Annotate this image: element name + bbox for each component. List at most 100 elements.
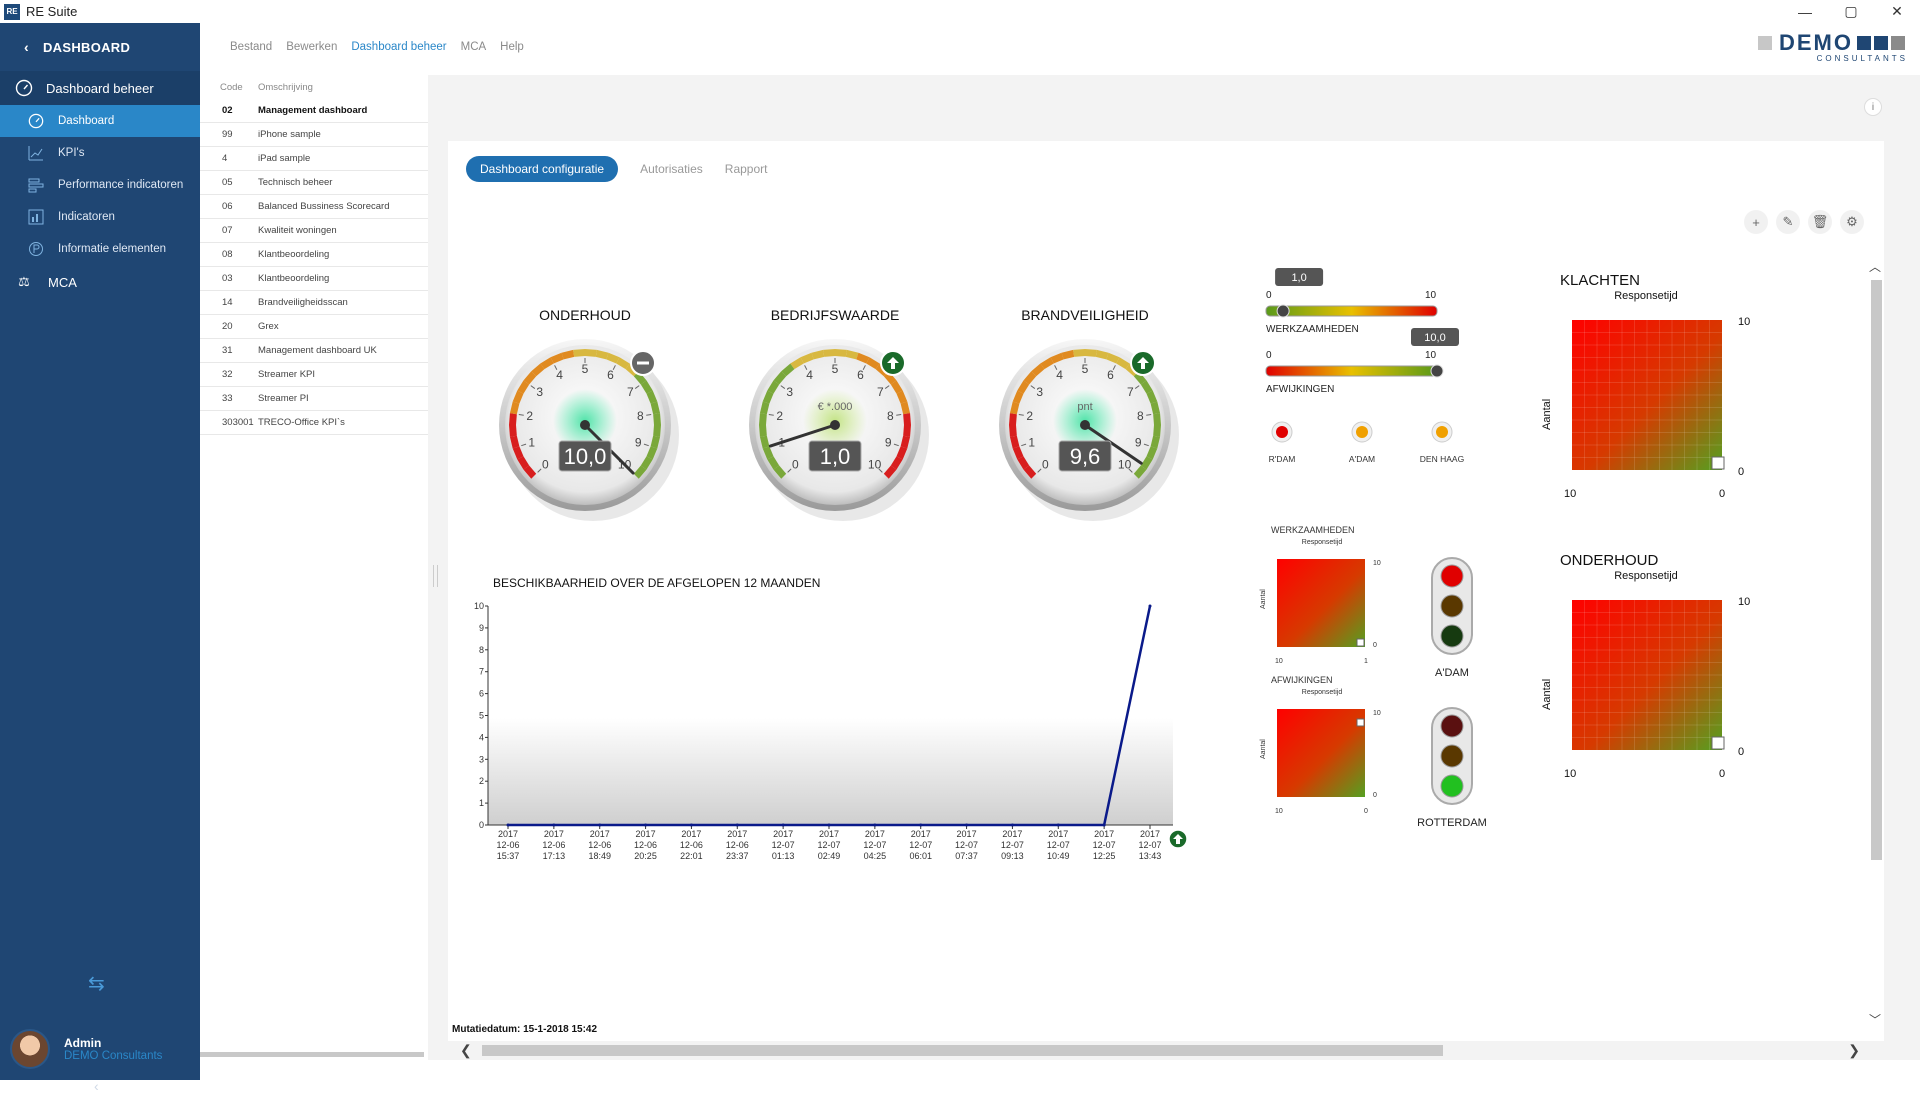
maximize-button[interactable]: ▢ xyxy=(1844,3,1858,19)
scroll-right-icon[interactable]: ❯ xyxy=(1848,1041,1860,1058)
toolbar: + ✎ 🗑 ⚙ xyxy=(1744,210,1864,234)
sidebar-item-kpis[interactable]: KPI's xyxy=(0,137,200,169)
vertical-scrollbar[interactable]: ︿ ﹀ xyxy=(1869,258,1883,1028)
row-code: 31 xyxy=(222,345,233,356)
column-header-omschrijving[interactable]: Omschrijving xyxy=(258,81,313,93)
row-description: Kwaliteit woningen xyxy=(258,225,337,236)
sidebar-group-label: Dashboard beheer xyxy=(46,80,154,96)
splitter-handle[interactable] xyxy=(433,565,438,587)
title-bar: RE RE Suite — ▢ ✕ xyxy=(0,0,1920,23)
chevron-left-icon: ‹ xyxy=(24,39,29,55)
row-code: 07 xyxy=(222,225,233,236)
menu-bewerken[interactable]: Bewerken xyxy=(286,41,338,53)
swap-icon[interactable]: ⇆ xyxy=(88,973,105,995)
sidebar-item-label: MCA xyxy=(48,274,77,290)
list-row[interactable]: 07 Kwaliteit woningen xyxy=(200,219,428,243)
sidebar-item-performance-indicatoren[interactable]: Performance indicatoren xyxy=(0,169,200,201)
edit-icon[interactable]: ✎ xyxy=(1776,210,1800,234)
row-code: 32 xyxy=(222,369,233,380)
row-code: 99 xyxy=(222,129,233,140)
list-row[interactable]: 4 iPad sample xyxy=(200,147,428,171)
indicator-icon xyxy=(26,207,46,227)
sidebar-title: DASHBOARD xyxy=(42,39,131,55)
sidebar-item-informatie-elementen[interactable]: Informatie elementen xyxy=(0,233,200,265)
close-button[interactable]: ✕ xyxy=(1891,3,1903,19)
avatar xyxy=(10,1029,50,1069)
row-code: 06 xyxy=(222,201,233,212)
list-row[interactable]: 14 Brandveiligheidsscan xyxy=(200,291,428,315)
row-code: 20 xyxy=(222,321,233,332)
dashboard-card xyxy=(448,141,1884,1041)
settings-icon[interactable]: ⚙ xyxy=(1840,210,1864,234)
list-scrollbar[interactable] xyxy=(200,1052,424,1057)
row-code: 08 xyxy=(222,249,233,260)
row-description: TRECO-Office KPI`s xyxy=(258,417,345,428)
logo-text: DEMO xyxy=(1779,30,1853,55)
delete-icon[interactable]: 🗑 xyxy=(1808,210,1832,234)
user-profile[interactable]: Admin DEMO Consultants xyxy=(10,1029,162,1069)
menu-bestand[interactable]: Bestand xyxy=(230,41,273,53)
chart-icon xyxy=(26,143,46,163)
sidebar-item-label: KPI's xyxy=(58,147,85,159)
tab-rapport[interactable]: Rapport xyxy=(724,162,768,176)
logo-square xyxy=(1891,36,1905,50)
row-code: 03 xyxy=(222,273,233,284)
menu-mca[interactable]: MCA xyxy=(460,41,487,53)
list-row[interactable]: 05 Technisch beheer xyxy=(200,171,428,195)
mutation-date: Mutatiedatum: 15-1-2018 15:42 xyxy=(452,1024,598,1035)
list-row[interactable]: 02 Management dashboard xyxy=(200,99,428,123)
list-row[interactable]: 99 iPhone sample xyxy=(200,123,428,147)
menu-help[interactable]: Help xyxy=(500,41,524,53)
list-row[interactable]: 03 Klantbeoordeling xyxy=(200,267,428,291)
sidebar-item-dashboard[interactable]: Dashboard xyxy=(0,105,200,137)
gauge-icon xyxy=(14,78,34,98)
row-description: Streamer PI xyxy=(258,393,309,404)
sidebar-item-label: Performance indicatoren xyxy=(58,179,184,191)
user-org: DEMO Consultants xyxy=(64,1050,163,1062)
dashboard-list: Code Omschrijving 02 Management dashboard… xyxy=(200,75,428,1060)
row-code: 4 xyxy=(222,153,228,164)
list-row[interactable]: 31 Management dashboard UK xyxy=(200,339,428,363)
logo-square xyxy=(1874,36,1888,50)
sidebar-item-label: Dashboard xyxy=(58,115,115,127)
scroll-left-icon[interactable]: ❮ xyxy=(460,1041,472,1058)
tab-dashboard-configuratie[interactable]: Dashboard configuratie xyxy=(466,156,619,182)
list-row[interactable]: 303001 TRECO-Office KPI`s xyxy=(200,411,428,435)
list-row[interactable]: 08 Klantbeoordeling xyxy=(200,243,428,267)
sidebar-group-dashboard-beheer[interactable]: Dashboard beheer xyxy=(0,71,200,105)
list-row[interactable]: 06 Balanced Bussiness Scorecard xyxy=(200,195,428,219)
sidebar-item-mca[interactable]: ⚖ MCA xyxy=(0,265,200,299)
logo-subtitle: CONSULTANTS xyxy=(1816,54,1908,63)
list-row[interactable]: 20 Grex xyxy=(200,315,428,339)
scroll-down-icon[interactable]: ﹀ xyxy=(1869,1013,1882,1027)
row-description: Management dashboard UK xyxy=(258,345,377,356)
horizontal-scrollbar[interactable]: ❮ ❯ xyxy=(460,1041,1860,1058)
info-icon[interactable]: i xyxy=(1864,98,1882,116)
list-row[interactable]: 33 Streamer PI xyxy=(200,387,428,411)
column-header-code[interactable]: Code xyxy=(220,81,243,93)
user-name: Admin xyxy=(64,1036,102,1050)
scroll-thumb[interactable] xyxy=(1871,280,1882,860)
row-code: 02 xyxy=(222,105,233,116)
row-description: iPhone sample xyxy=(258,129,321,140)
sidebar-header[interactable]: ‹ DASHBOARD xyxy=(0,23,200,71)
sidebar-item-label: Indicatoren xyxy=(58,211,115,223)
menu-dashboard-beheer[interactable]: Dashboard beheer xyxy=(351,41,447,53)
tab-bar: Dashboard configuratie Autorisaties Rapp… xyxy=(466,156,767,182)
sidebar: ‹ DASHBOARD Dashboard beheer Dashboard K… xyxy=(0,23,200,1094)
row-code: 303001 xyxy=(222,417,254,428)
bars-icon xyxy=(26,175,46,195)
collapse-icon[interactable]: ‹ xyxy=(94,1078,99,1094)
list-row[interactable]: 32 Streamer KPI xyxy=(200,363,428,387)
list-header: Code Omschrijving xyxy=(200,75,428,99)
row-description: Klantbeoordeling xyxy=(258,249,330,260)
sidebar-item-label: Informatie elementen xyxy=(58,243,167,255)
scroll-thumb[interactable] xyxy=(482,1045,1443,1056)
info-elements-icon xyxy=(26,239,46,259)
tab-autorisaties[interactable]: Autorisaties xyxy=(640,162,703,176)
minimize-button[interactable]: — xyxy=(1798,3,1812,20)
add-icon[interactable]: + xyxy=(1744,210,1768,234)
sidebar-item-indicatoren[interactable]: Indicatoren xyxy=(0,201,200,233)
scroll-up-icon[interactable]: ︿ xyxy=(1869,260,1882,274)
row-description: Grex xyxy=(258,321,279,332)
